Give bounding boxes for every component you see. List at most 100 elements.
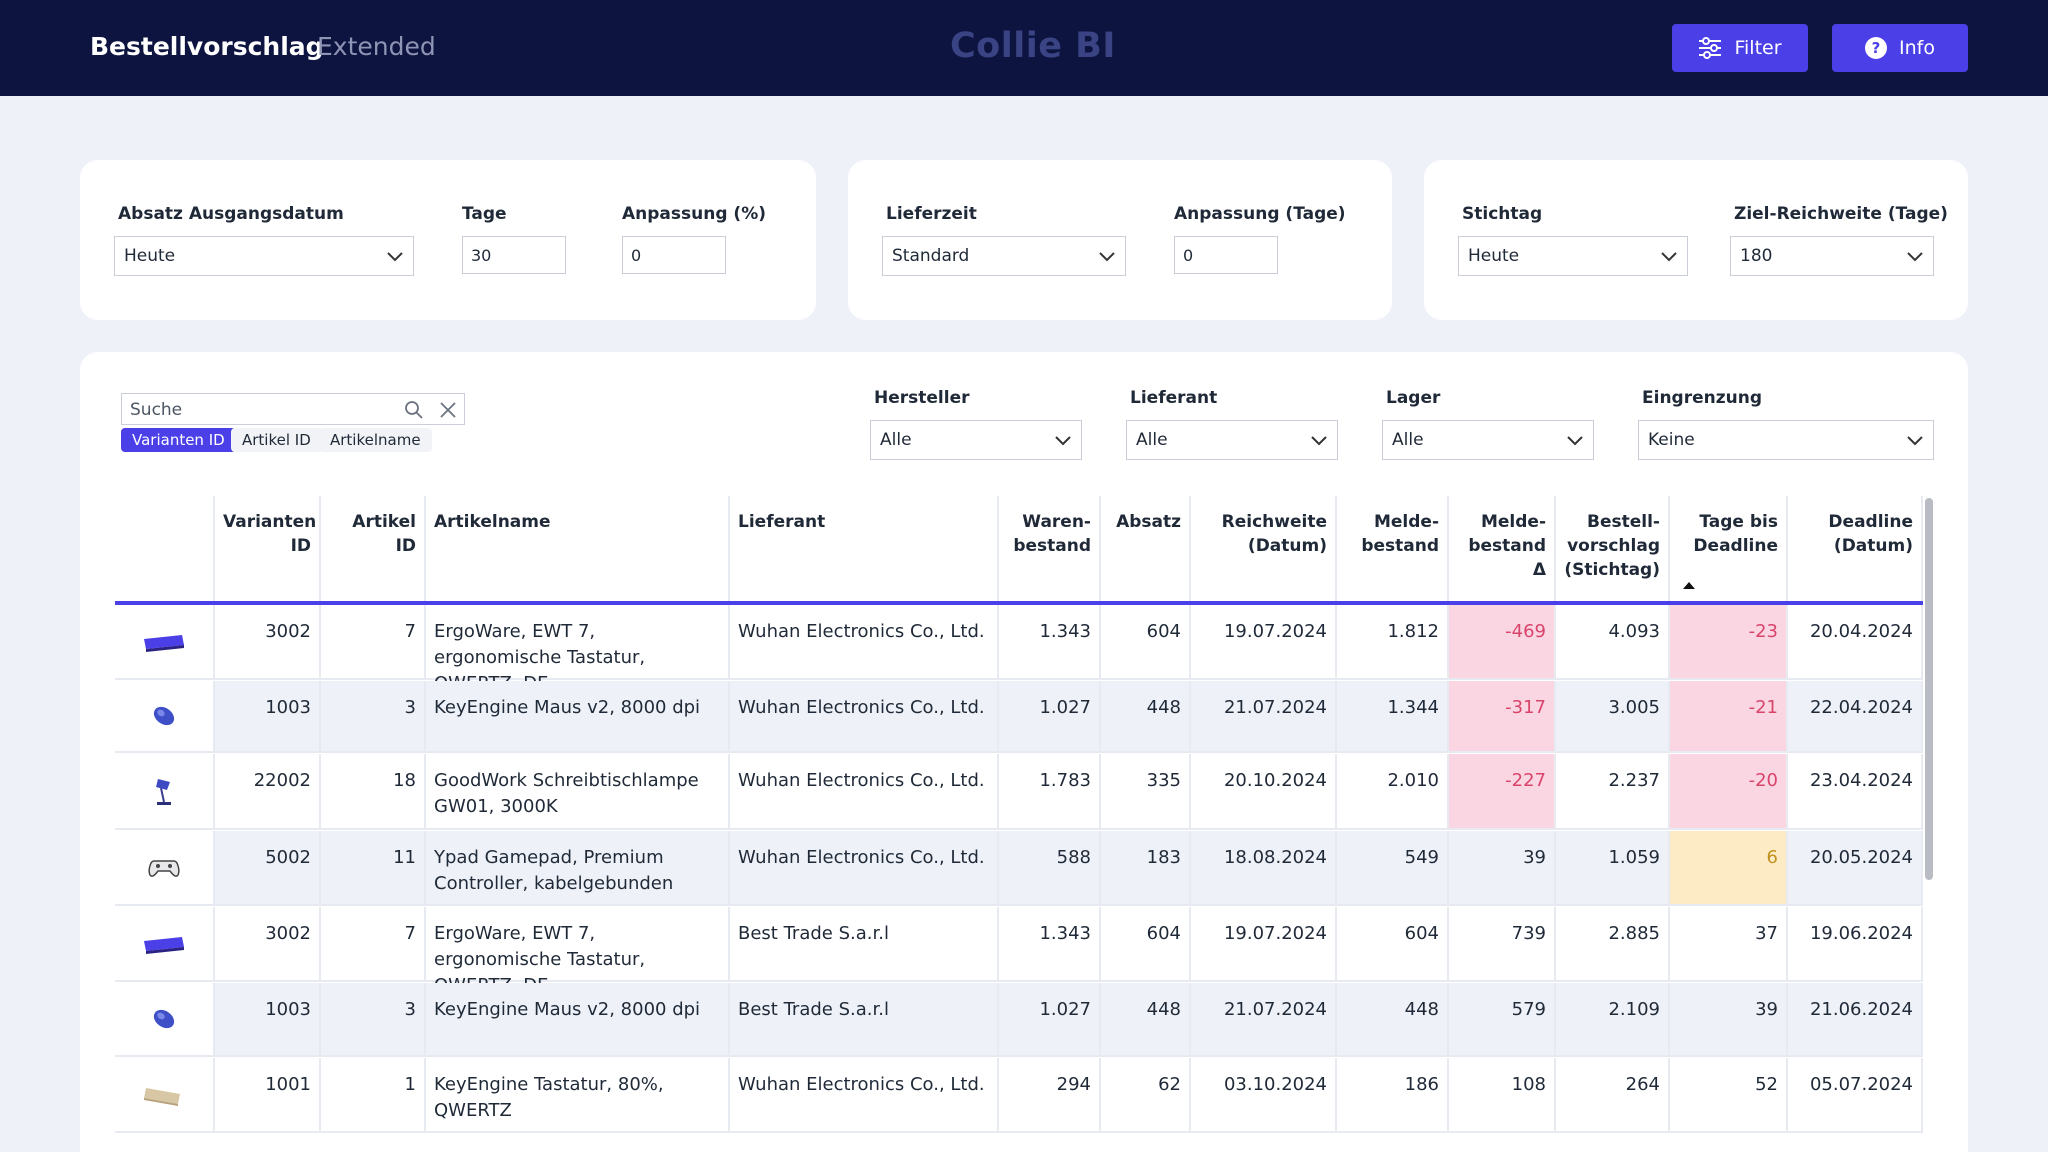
range-date-cell: 21.07.2024 (1191, 983, 1337, 1055)
order-table: Varianten ID Artikel ID Artikelname Liefera… (115, 496, 1923, 1152)
chip-varianten-id[interactable]: Varianten ID (121, 428, 236, 452)
stock-cell: 1.027 (999, 681, 1101, 751)
close-icon[interactable] (438, 400, 458, 420)
variant-id-cell: 3002 (215, 907, 321, 980)
article-name-cell: KeyEngine Tastatur, 80%, QWERTZ (426, 1058, 730, 1131)
absatz-select[interactable]: Heute (114, 236, 414, 276)
article-name-cell: KeyEngine Maus v2, 8000 dpi (426, 681, 730, 751)
hersteller-select-value: Alle (880, 430, 912, 450)
sort-ascending-icon[interactable] (1683, 582, 1695, 589)
eingrenzung-select[interactable]: Keine (1638, 420, 1934, 460)
supplier-cell: Best Trade S.a.r.l (730, 983, 999, 1055)
page-title[interactable]: Bestellvorschlag (90, 32, 324, 61)
variant-id-cell: 1003 (215, 681, 321, 751)
table-row[interactable]: 1003 3 KeyEngine Maus v2, 8000 dpi Wuhan El… (115, 681, 1923, 753)
stock-cell: 588 (999, 831, 1101, 904)
article-id-cell: 7 (321, 605, 426, 678)
table-row[interactable]: 3002 7 ErgoWare, EWT 7, ergonomische Tasta… (115, 907, 1923, 996)
table-row[interactable]: 1001 1 KeyEngine Tastatur, 80%, QWERTZ Wuha… (115, 1058, 1923, 1133)
deadline-date-cell: 19.06.2024 (1788, 907, 1923, 980)
article-name-cell: ErgoWare, EWT 7, ergonomische Tastatur, … (426, 605, 730, 694)
reorder-delta-cell: -227 (1449, 754, 1556, 828)
tage-input[interactable]: 30 (462, 236, 566, 274)
eingrenzung-select-value: Keine (1648, 430, 1695, 450)
variant-id-cell: 3002 (215, 605, 321, 678)
chevron-down-icon (387, 252, 403, 262)
stock-cell: 1.343 (999, 605, 1101, 678)
search-input[interactable]: Suche (121, 393, 465, 425)
article-id-cell: 7 (321, 907, 426, 980)
chevron-down-icon (1907, 436, 1923, 446)
keyboard-purple-icon (115, 605, 215, 678)
table-scrollbar[interactable] (1925, 498, 1933, 880)
info-button[interactable]: ? Info (1832, 24, 1968, 72)
top-bar: Bestellvorschlag Extended Collie BI Filt… (0, 0, 2048, 96)
col-bestellvorschlag-header[interactable]: Bestell- vorschlag (Stichtag) (1556, 496, 1670, 602)
sales-cell: 604 (1101, 605, 1191, 678)
zielreichweite-label: Ziel-Reichweite (Tage) (1734, 204, 1948, 224)
order-suggestion-cell: 2.237 (1556, 754, 1670, 828)
sales-cell: 448 (1101, 983, 1191, 1055)
question-icon: ? (1865, 37, 1888, 59)
target-params-card: Stichtag Heute Ziel-Reichweite (Tage) 18… (1424, 160, 1968, 320)
table-row[interactable]: 1003 3 KeyEngine Maus v2, 8000 dpi Best Tra… (115, 983, 1923, 1057)
stichtag-select[interactable]: Heute (1458, 236, 1688, 276)
order-suggestion-cell: 1.059 (1556, 831, 1670, 904)
nav-extended-link[interactable]: Extended (317, 32, 436, 61)
reorder-level-cell: 604 (1337, 907, 1449, 980)
lager-select[interactable]: Alle (1382, 420, 1594, 460)
table-row[interactable]: 22002 18 GoodWork Schreibtischlampe GW01, … (115, 754, 1923, 830)
col-deadline-header[interactable]: Deadline (Datum) (1788, 496, 1923, 602)
range-date-cell: 18.08.2024 (1191, 831, 1337, 904)
chevron-down-icon (1055, 436, 1071, 446)
lager-select-value: Alle (1392, 430, 1424, 450)
anpassung-pct-input[interactable]: 0 (622, 236, 726, 274)
mouse-icon (115, 681, 215, 751)
article-id-cell: 3 (321, 681, 426, 751)
col-varianten-id-header[interactable]: Varianten ID (215, 496, 321, 602)
col-artikel-id-header[interactable]: Artikel ID (321, 496, 426, 602)
gamepad-icon (115, 831, 215, 904)
zielreichweite-select[interactable]: 180 (1730, 236, 1934, 276)
days-to-deadline-cell: -20 (1670, 754, 1788, 828)
table-row[interactable]: 5002 11 Ypad Gamepad, Premium Controller, … (115, 831, 1923, 906)
col-reichweite-header[interactable]: Reichweite (Datum) (1191, 496, 1337, 602)
col-warenbestand-header[interactable]: Waren- bestand (999, 496, 1101, 602)
col-absatz-header[interactable]: Absatz (1101, 496, 1191, 602)
col-meldebestand-delta-header[interactable]: Melde- bestand Δ (1449, 496, 1556, 602)
chip-artikelname[interactable]: Artikelname (319, 428, 432, 452)
lieferzeit-select-value: Standard (892, 246, 970, 266)
hersteller-label: Hersteller (874, 388, 970, 408)
col-artikelname-header[interactable]: Artikelname (426, 496, 730, 602)
sales-cell: 604 (1101, 907, 1191, 980)
variant-id-cell: 1001 (215, 1058, 321, 1131)
desk-lamp-icon (115, 754, 215, 828)
filter-button[interactable]: Filter (1672, 24, 1808, 72)
anpassung-tage-input[interactable]: 0 (1174, 236, 1278, 274)
col-tage-bis-deadline-header[interactable]: Tage bis Deadline (1670, 496, 1788, 602)
col-lieferant-header[interactable]: Lieferant (730, 496, 999, 602)
reorder-delta-cell: -469 (1449, 605, 1556, 678)
chevron-down-icon (1311, 436, 1327, 446)
table-row[interactable]: 3002 7 ErgoWare, EWT 7, ergonomische Tasta… (115, 605, 1923, 694)
order-suggestion-cell: 2.885 (1556, 907, 1670, 980)
lieferzeit-select[interactable]: Standard (882, 236, 1126, 276)
supplier-cell: Best Trade S.a.r.l (730, 907, 999, 980)
order-suggestion-cell: 264 (1556, 1058, 1670, 1131)
supplier-cell: Wuhan Electronics Co., Ltd. (730, 754, 999, 828)
range-date-cell: 19.07.2024 (1191, 907, 1337, 980)
chip-artikel-id[interactable]: Artikel ID (231, 428, 322, 452)
supplier-cell: Wuhan Electronics Co., Ltd. (730, 831, 999, 904)
keyboard-beige-icon (115, 1058, 215, 1131)
sales-cell: 335 (1101, 754, 1191, 828)
search-icon[interactable] (404, 400, 424, 420)
stichtag-label: Stichtag (1462, 204, 1543, 224)
reorder-level-cell: 1.812 (1337, 605, 1449, 678)
variant-id-cell: 1003 (215, 983, 321, 1055)
hersteller-select[interactable]: Alle (870, 420, 1082, 460)
lieferant-select[interactable]: Alle (1126, 420, 1338, 460)
col-meldebestand-header[interactable]: Melde- bestand (1337, 496, 1449, 602)
supplier-cell: Wuhan Electronics Co., Ltd. (730, 681, 999, 751)
deadline-date-cell: 20.05.2024 (1788, 831, 1923, 904)
reorder-delta-cell: -317 (1449, 681, 1556, 751)
